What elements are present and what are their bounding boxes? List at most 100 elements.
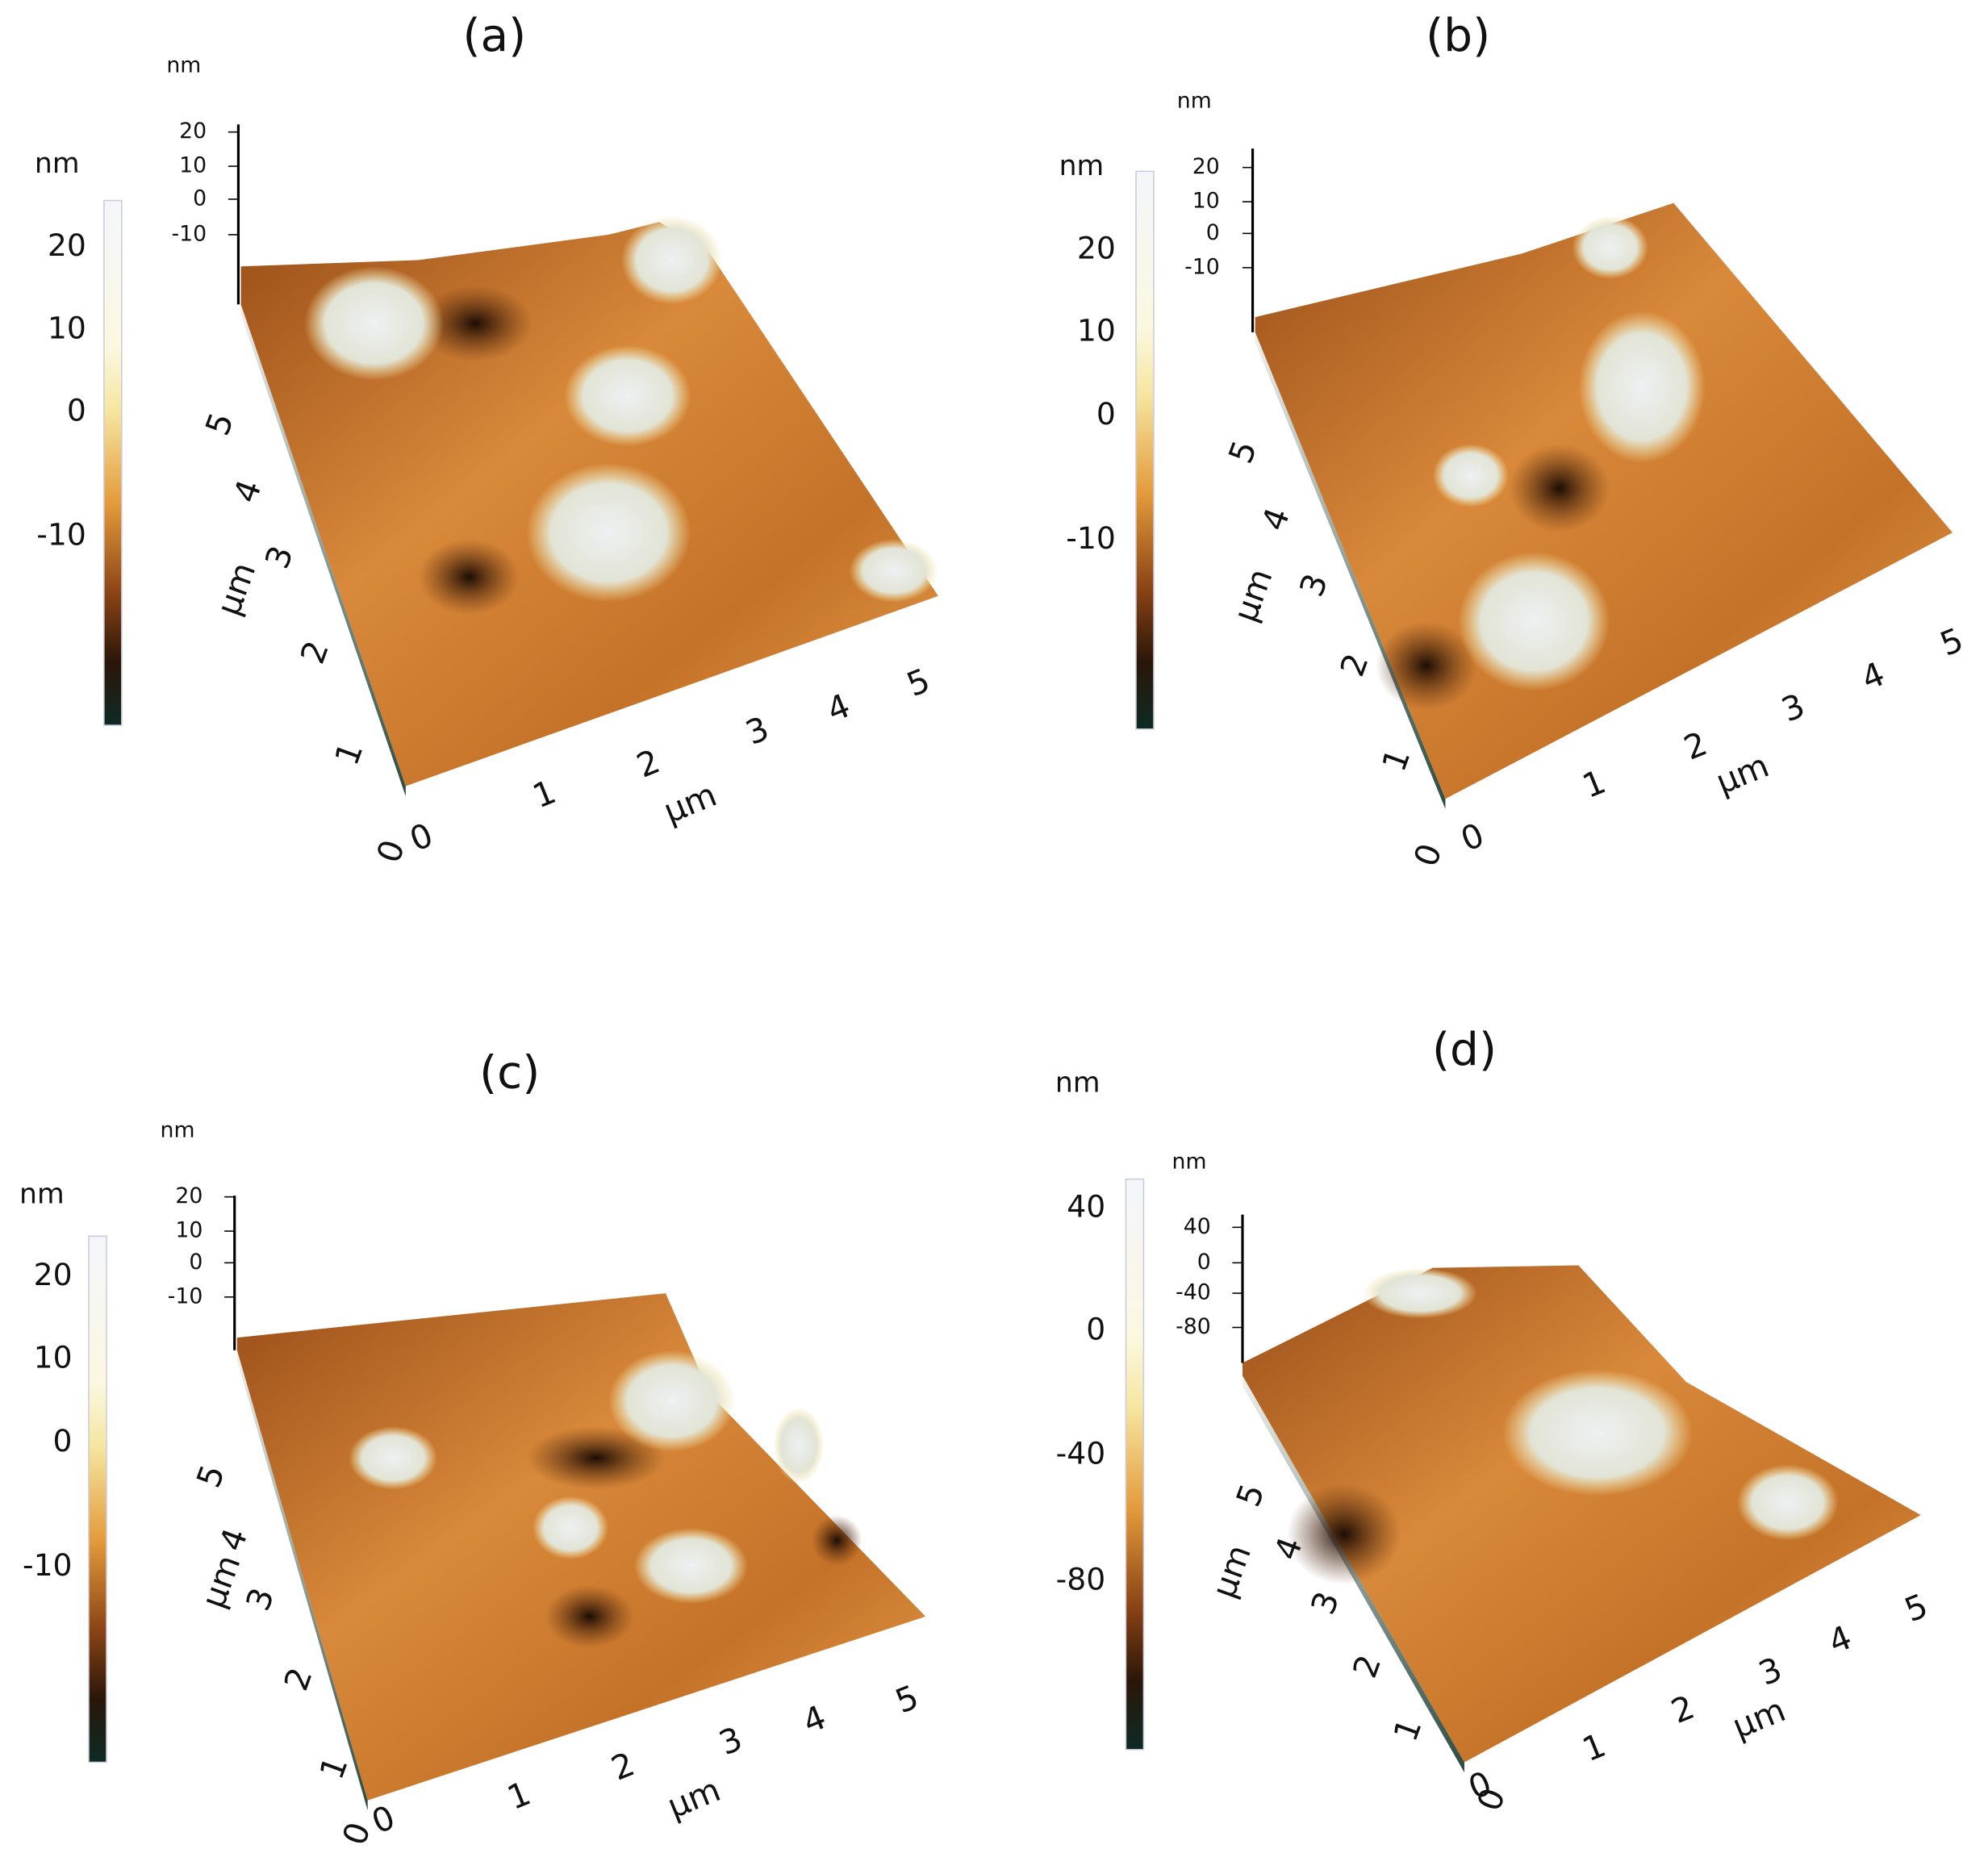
colorbar-unit: nm bbox=[35, 148, 80, 180]
y-tick-label: 1 bbox=[312, 1751, 356, 1784]
z-axis-unit: nm bbox=[161, 1117, 195, 1142]
x-tick-label: 2 bbox=[631, 741, 665, 785]
colorbar-tick-label: 20 bbox=[1077, 230, 1116, 265]
x-tick-label: 1 bbox=[528, 772, 562, 816]
colorbar-tick-label: -40 bbox=[1056, 1436, 1106, 1471]
y-tick-label: 1 bbox=[327, 737, 370, 770]
z-tick-label: 0 bbox=[189, 1250, 203, 1275]
x-axis-unit: µm bbox=[658, 775, 722, 831]
x-axis-unit: µm bbox=[662, 1770, 726, 1826]
z-tick-label: 10 bbox=[179, 153, 207, 178]
colorbar-tick-label: -10 bbox=[1066, 520, 1116, 556]
panel-label: (a) bbox=[462, 9, 526, 62]
y-tick-label: 1 bbox=[1374, 744, 1418, 777]
y-tick-label: 2 bbox=[1345, 1650, 1389, 1683]
z-tick-label: 0 bbox=[1206, 220, 1220, 245]
y-tick-label: 5 bbox=[1221, 436, 1264, 469]
x-axis-unit: µm bbox=[1727, 1690, 1791, 1746]
colorbar-tick-label: 40 bbox=[1067, 1188, 1105, 1224]
surface-grain bbox=[304, 266, 444, 381]
surface-pit bbox=[418, 539, 520, 616]
surface-grain bbox=[621, 215, 723, 305]
colorbar-unit: nm bbox=[1055, 1066, 1100, 1099]
surface-grain bbox=[1363, 1267, 1477, 1319]
surface-pit bbox=[545, 1584, 634, 1649]
colorbar-tick-label: -80 bbox=[1056, 1561, 1106, 1596]
z-tick-label: 20 bbox=[1192, 154, 1220, 179]
surface-grain bbox=[1736, 1464, 1839, 1541]
x-tick-label: 4 bbox=[821, 686, 855, 729]
x-tick-label: 4 bbox=[797, 1697, 831, 1741]
y-tick-label: 1 bbox=[1386, 1713, 1430, 1747]
y-tick-label: 2 bbox=[277, 1663, 320, 1696]
surface-grain bbox=[633, 1527, 749, 1605]
z-tick-label: 0 bbox=[193, 186, 207, 211]
y-tick-label: 3 bbox=[1292, 569, 1335, 602]
z-tick-label: 20 bbox=[175, 1183, 203, 1208]
surface-side bbox=[240, 304, 406, 797]
colorbar-tick-label: 20 bbox=[34, 1257, 73, 1292]
colorbar-tick-label: 10 bbox=[48, 310, 86, 345]
x-tick-label: 3 bbox=[1776, 686, 1810, 729]
z-tick-label: -40 bbox=[1176, 1280, 1211, 1305]
surface-pit bbox=[1287, 1483, 1401, 1585]
panel: (d)nm400-40-80nm400-40-80012345µm012345µ… bbox=[1055, 1023, 1933, 1816]
x-tick-label: 1 bbox=[502, 1774, 536, 1818]
y-tick-label: 3 bbox=[238, 1583, 282, 1616]
y-tick-label: 5 bbox=[189, 1459, 232, 1492]
x-tick-label: 1 bbox=[1577, 762, 1611, 806]
y-tick-label: 4 bbox=[226, 474, 269, 507]
y-axis-unit: µm bbox=[1204, 1540, 1259, 1603]
z-tick-label: 10 bbox=[1192, 189, 1220, 214]
x-tick-label: 5 bbox=[890, 1677, 924, 1721]
colorbar-tick-label: 10 bbox=[34, 1339, 73, 1375]
surface-pit bbox=[526, 1426, 666, 1490]
surface-pit bbox=[1509, 444, 1610, 533]
colorbar bbox=[103, 199, 123, 726]
surface-grain bbox=[564, 344, 691, 447]
y-tick-label: 3 bbox=[1303, 1587, 1347, 1620]
colorbar-tick-label: 0 bbox=[1086, 1312, 1105, 1347]
colorbar-tick-label: 0 bbox=[53, 1423, 73, 1459]
x-tick-label: 2 bbox=[1666, 1688, 1700, 1731]
panel-label: (c) bbox=[479, 1046, 540, 1099]
z-tick-label: 20 bbox=[179, 119, 207, 144]
z-tick-label: -10 bbox=[168, 1283, 203, 1308]
x-tick-label: 5 bbox=[1899, 1586, 1933, 1630]
z-tick-label: 0 bbox=[1197, 1250, 1211, 1275]
surface-side bbox=[236, 1350, 368, 1811]
surface-grain bbox=[1578, 311, 1706, 463]
z-axis-unit: nm bbox=[166, 52, 201, 77]
surface-grain bbox=[349, 1426, 438, 1490]
z-tick-label: -10 bbox=[172, 221, 207, 246]
surface-grain bbox=[773, 1407, 825, 1484]
surface-grain bbox=[608, 1350, 736, 1452]
x-tick-label: 2 bbox=[1678, 724, 1712, 767]
colorbar-tick-label: -10 bbox=[23, 1547, 73, 1583]
colorbar-tick-label: 10 bbox=[1077, 312, 1116, 348]
x-tick-label: 3 bbox=[741, 709, 775, 753]
z-tick-label: -80 bbox=[1176, 1314, 1211, 1339]
surface-grain bbox=[1502, 1369, 1693, 1496]
x-tick-label: 4 bbox=[1823, 1617, 1857, 1661]
x-tick-label: 0 bbox=[1456, 816, 1489, 859]
y-tick-label: 2 bbox=[293, 636, 336, 669]
surface-grain bbox=[532, 1496, 609, 1560]
y-axis-unit: µm bbox=[209, 557, 264, 620]
colorbar-tick-label: 20 bbox=[48, 227, 86, 263]
x-tick-label: 4 bbox=[1856, 654, 1890, 698]
colorbar-tick-label: 0 bbox=[1096, 396, 1116, 432]
y-tick-label: 2 bbox=[1333, 649, 1376, 682]
x-tick-label: 5 bbox=[901, 661, 935, 704]
surface-grain bbox=[526, 462, 691, 603]
colorbar-tick-label: -10 bbox=[36, 516, 86, 552]
surface-grain bbox=[849, 539, 938, 603]
z-tick-label: -10 bbox=[1184, 254, 1220, 279]
z-tick-label: 40 bbox=[1184, 1214, 1211, 1239]
z-axis-unit: nm bbox=[1172, 1150, 1207, 1175]
colorbar-tick-label: 0 bbox=[67, 392, 86, 428]
surface-grain bbox=[1432, 444, 1509, 507]
